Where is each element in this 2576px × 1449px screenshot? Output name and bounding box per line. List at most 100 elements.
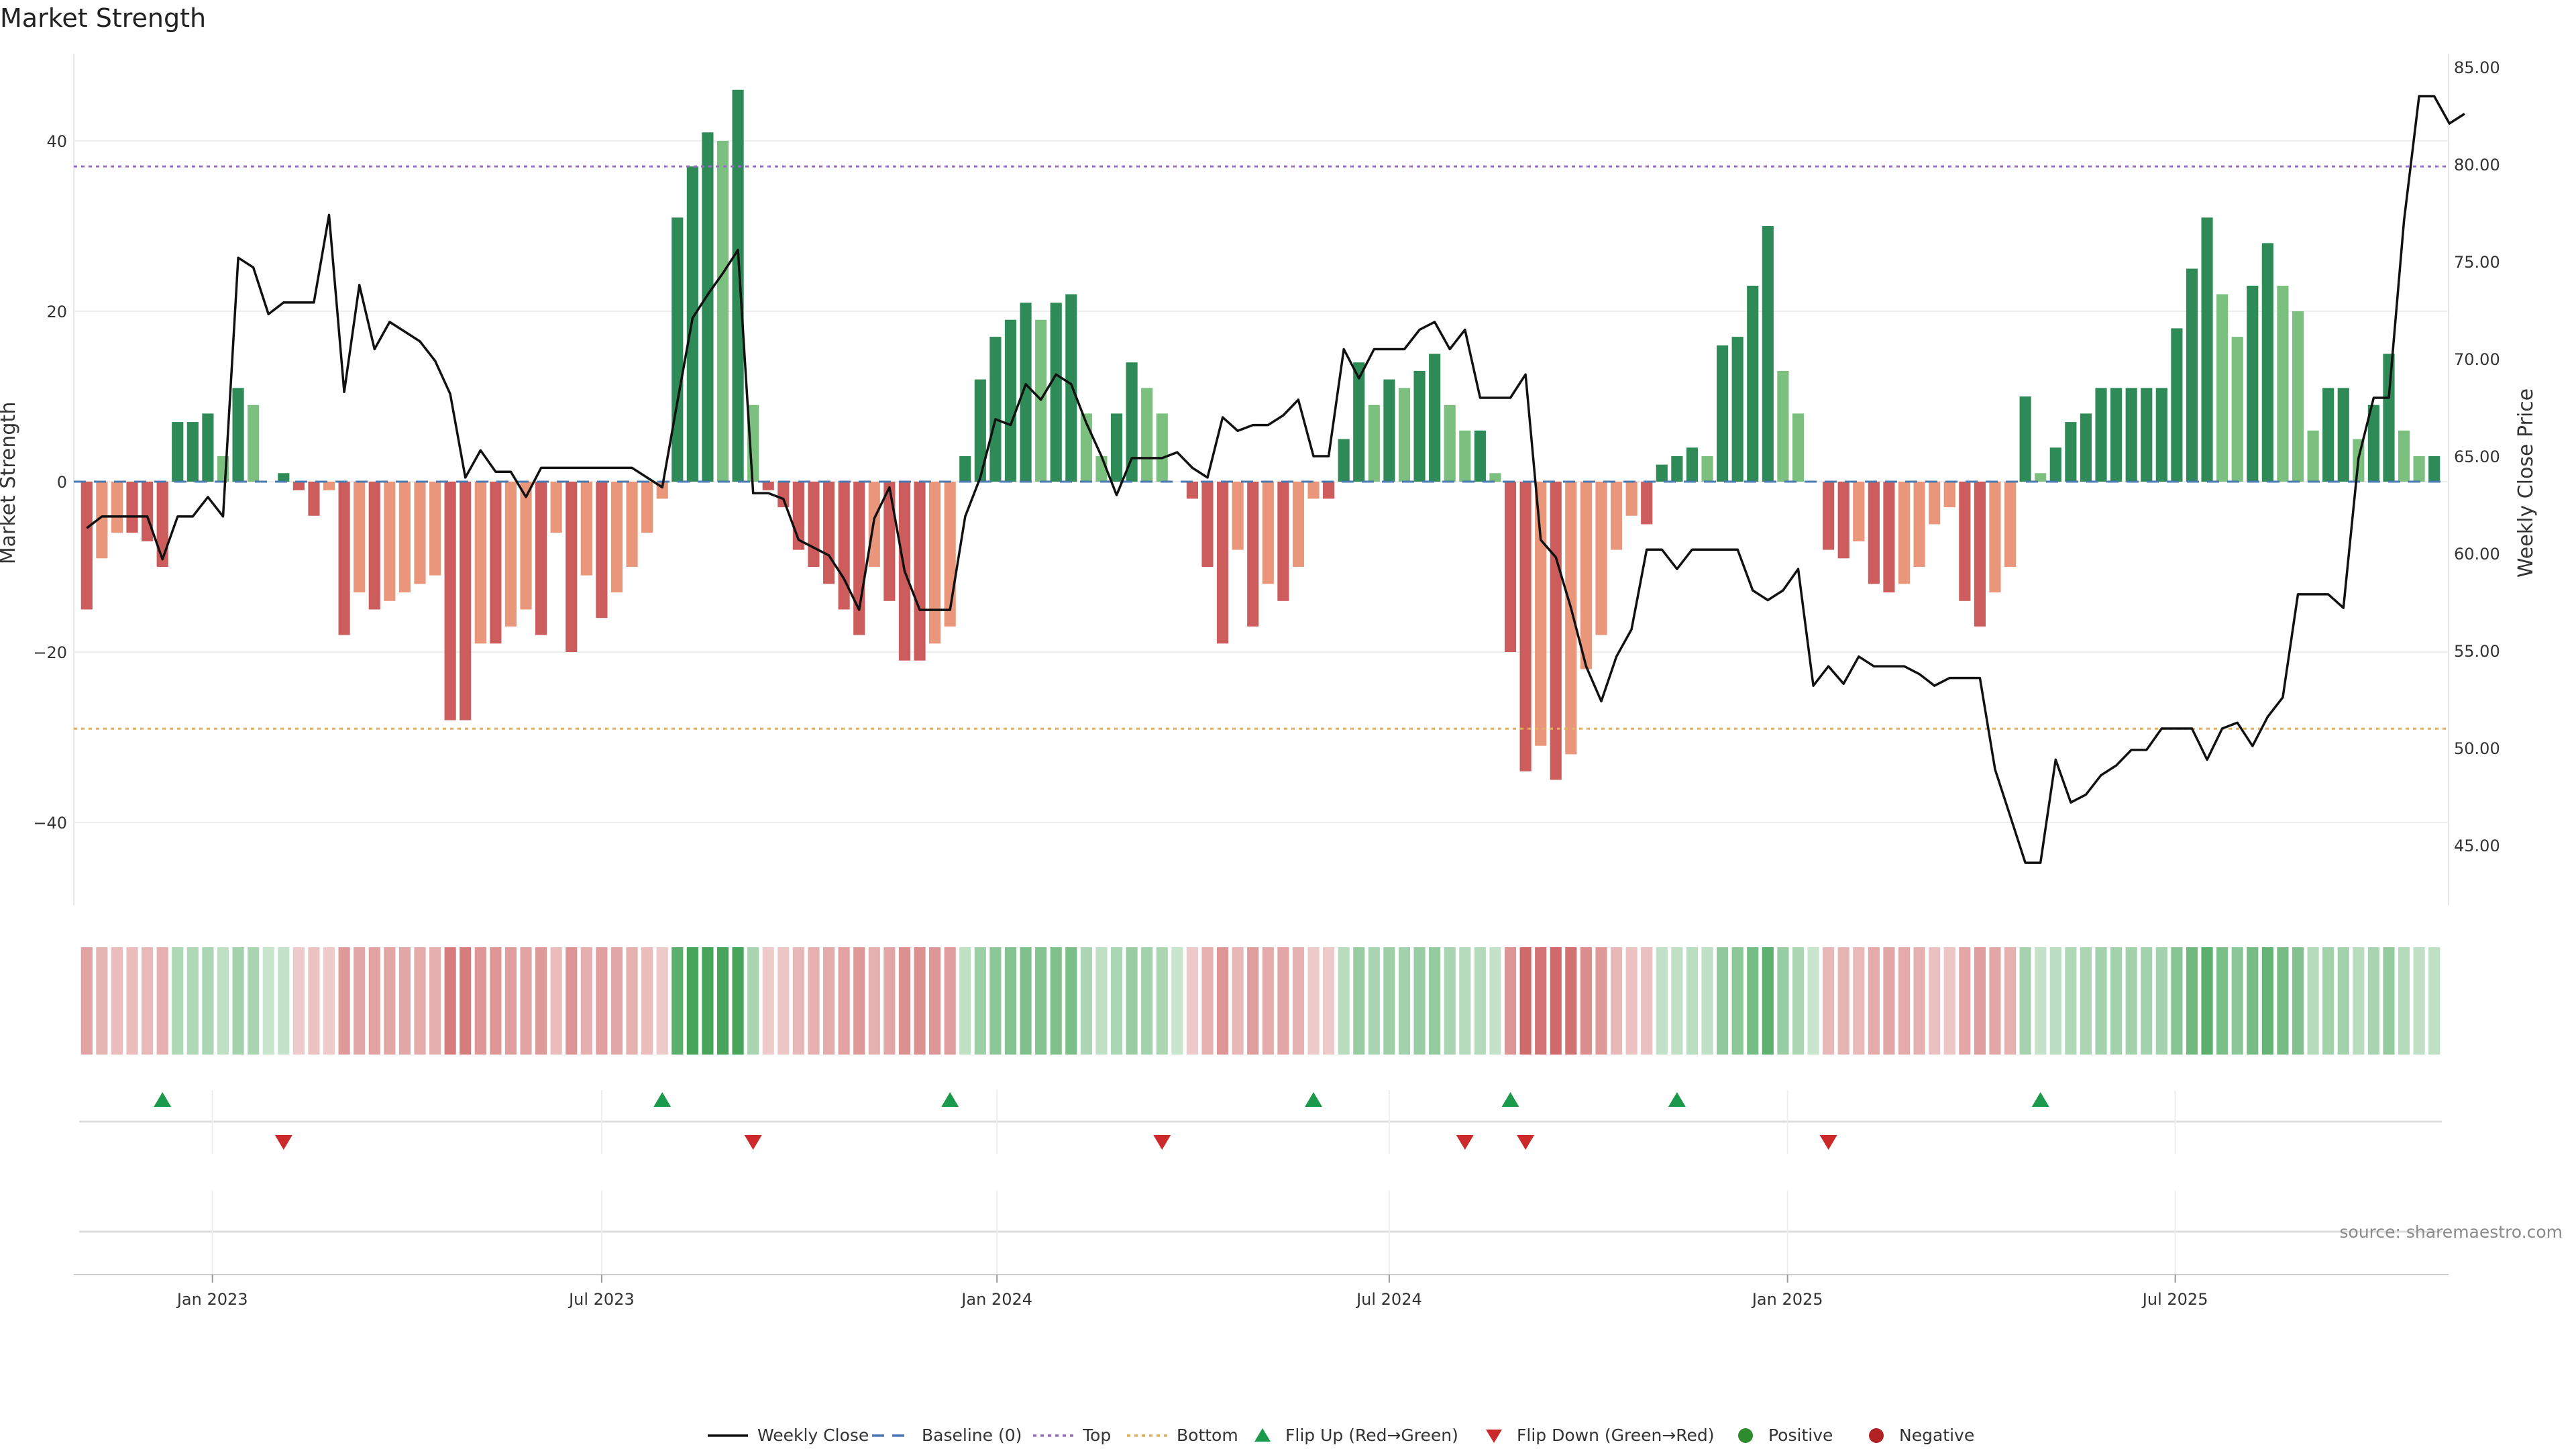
legend-flip-down-label: Flip Down (Green→Red) <box>1517 1426 1715 1445</box>
flip-up-icon <box>1254 1428 1271 1442</box>
strength-bar <box>762 482 774 490</box>
strength-bar <box>172 422 184 482</box>
heat-cell <box>232 947 244 1055</box>
heat-cell <box>2231 947 2243 1055</box>
heat-cell <box>1959 947 1971 1055</box>
strength-bar <box>2186 268 2198 482</box>
right-tick-label: 70.00 <box>2454 350 2500 369</box>
heat-cell <box>1353 947 1365 1055</box>
strength-bar <box>2261 243 2273 482</box>
strength-bar <box>535 482 547 635</box>
strength-bar <box>2155 388 2167 482</box>
strength-bar <box>566 482 578 652</box>
heat-cell <box>1837 947 1849 1055</box>
date-tick-label: Jan 2024 <box>960 1290 1032 1309</box>
strength-bar <box>1186 482 1198 499</box>
strength-bar <box>959 455 971 482</box>
heat-cell <box>202 947 214 1055</box>
strength-bar <box>1519 482 1532 771</box>
heat-cell <box>504 947 517 1055</box>
heat-cell <box>1368 947 1380 1055</box>
strength-heat-strip <box>80 947 2440 1055</box>
strength-bar <box>1989 482 2001 593</box>
heat-cell <box>474 947 486 1055</box>
heat-cell <box>596 947 608 1055</box>
heat-cell <box>2292 947 2304 1055</box>
heat-cell <box>2110 947 2123 1055</box>
heat-cell <box>929 947 941 1055</box>
right-tick-label: 85.00 <box>2454 58 2500 77</box>
heat-cell <box>672 947 684 1055</box>
legend-baseline: Baseline (0) <box>872 1426 1022 1445</box>
strength-bar <box>641 482 653 533</box>
strength-bar <box>460 482 472 720</box>
heat-cell <box>777 947 790 1055</box>
strength-bar <box>1474 430 1486 482</box>
legend: Weekly Close Baseline (0) Top Bottom Flip Up… <box>708 1426 1974 1445</box>
heat-cell <box>2035 947 2047 1055</box>
flip-up-marker <box>941 1092 959 1107</box>
strength-bar <box>2413 455 2425 482</box>
heat-cell <box>1156 947 1168 1055</box>
strength-bar <box>2049 447 2061 482</box>
heat-cell <box>732 947 744 1055</box>
heat-cell <box>868 947 880 1055</box>
strength-bar <box>2383 354 2395 482</box>
heat-cell <box>1595 947 1607 1055</box>
date-tick-label: Jan 2023 <box>176 1290 248 1309</box>
strength-bar <box>156 482 168 567</box>
heat-cell <box>898 947 911 1055</box>
strength-price-panel: 40 20 0 −20 −40 85.00 80.00 75.00 70.00 65.00 60.… <box>0 54 2538 906</box>
strength-bar <box>1959 482 1971 601</box>
strength-bar <box>610 482 623 593</box>
heat-cell <box>1565 947 1577 1055</box>
left-tick-label: −20 <box>33 643 67 662</box>
strength-bar <box>1610 482 1623 550</box>
strength-bar <box>1641 482 1653 525</box>
strength-bar <box>1262 482 1274 584</box>
date-tick-label: Jan 2025 <box>1751 1290 1823 1309</box>
heat-cell <box>1383 947 1395 1055</box>
strength-bar <box>2247 285 2259 482</box>
heat-cell <box>1307 947 1320 1055</box>
heat-cell <box>429 947 441 1055</box>
heat-cell <box>2413 947 2425 1055</box>
heat-cell <box>702 947 714 1055</box>
strength-bar <box>2171 328 2183 482</box>
strength-bar <box>490 482 502 644</box>
strength-bar <box>1625 482 1638 516</box>
heat-cell <box>1398 947 1411 1055</box>
strength-bar <box>1823 482 1835 550</box>
heat-cell <box>96 947 108 1055</box>
strength-bar <box>1307 482 1320 499</box>
strength-bar <box>1671 455 1683 482</box>
strength-bar <box>323 482 335 490</box>
heat-cell <box>2353 947 2365 1055</box>
strength-bar <box>1444 405 1456 482</box>
lower-panel-gridlines <box>211 1191 2176 1275</box>
heat-cell <box>2049 947 2061 1055</box>
right-tick-label: 55.00 <box>2454 642 2500 661</box>
heat-cell <box>566 947 578 1055</box>
heat-cell <box>1201 947 1214 1055</box>
heat-cell <box>156 947 168 1055</box>
dot-icon <box>1738 1428 1753 1443</box>
heat-cell <box>1444 947 1456 1055</box>
heat-cell <box>172 947 184 1055</box>
strength-bar <box>2292 311 2304 482</box>
strength-bar <box>111 482 123 533</box>
dot-icon <box>1869 1428 1884 1443</box>
heat-cell <box>550 947 562 1055</box>
heat-cell <box>2095 947 2107 1055</box>
heat-cell <box>2080 947 2092 1055</box>
strength-bar <box>96 482 108 559</box>
strength-bar <box>354 482 366 593</box>
legend-top-label: Top <box>1082 1426 1111 1445</box>
chart-title: Market Strength <box>0 3 206 33</box>
strength-bar <box>1398 388 1411 482</box>
strength-bar <box>1580 482 1592 669</box>
strength-bar <box>702 132 714 482</box>
strength-bar <box>2080 413 2092 482</box>
heat-cell <box>1989 947 2001 1055</box>
strength-bar <box>1489 473 1501 482</box>
